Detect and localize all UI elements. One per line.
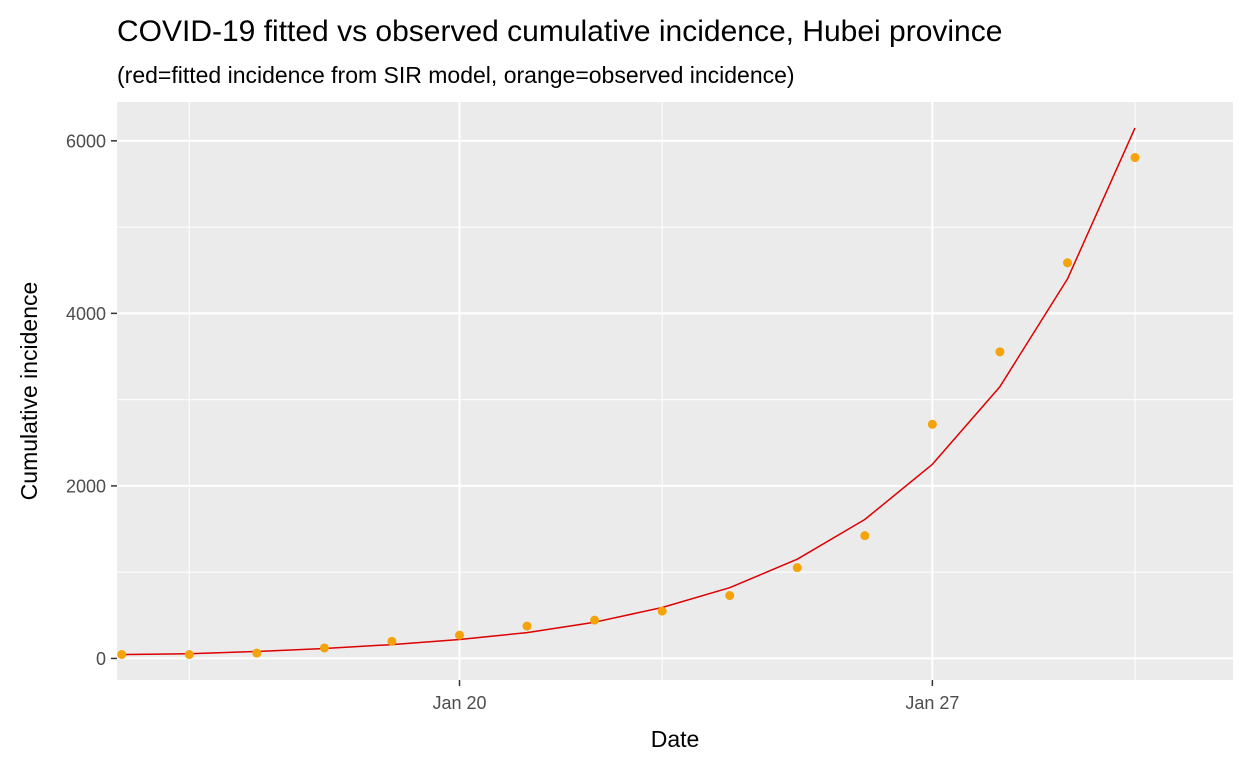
observed-point: [117, 650, 127, 660]
y-tick-label: 4000: [66, 304, 106, 324]
x-tick-label: Jan 27: [905, 693, 959, 713]
observed-point: [522, 621, 532, 631]
chart-title: COVID-19 fitted vs observed cumulative i…: [117, 15, 1002, 48]
chart-subtitle: (red=fitted incidence from SIR model, or…: [117, 62, 795, 88]
fitted-line: [121, 127, 1136, 656]
observed-point: [860, 531, 870, 541]
axes-layer: 0 2000 4000 6000 Jan 20 Jan 27: [66, 131, 959, 713]
y-tick-label: 6000: [66, 131, 106, 151]
minor-gridlines: [117, 102, 1233, 680]
observed-point: [657, 606, 667, 616]
observed-point: [252, 648, 262, 658]
observed-point: [319, 643, 329, 653]
x-axis-title: Date: [651, 726, 700, 752]
major-gridlines: [117, 102, 1233, 680]
series-layer: [117, 127, 1140, 660]
y-tick-label: 2000: [66, 476, 106, 496]
observed-point: [184, 650, 194, 660]
observed-point: [590, 615, 600, 625]
observed-point: [1130, 153, 1140, 163]
observed-point: [725, 591, 735, 601]
observed-point: [927, 419, 937, 429]
observed-point: [792, 563, 802, 573]
observed-point: [455, 630, 465, 640]
plot-panel: [117, 102, 1233, 680]
y-tick-label: 0: [96, 649, 106, 669]
observed-point: [387, 636, 397, 646]
observed-point: [1062, 258, 1072, 268]
observed-point: [995, 347, 1005, 357]
y-axis-title: Cumulative incidence: [16, 282, 42, 501]
x-tick-label: Jan 20: [432, 693, 486, 713]
